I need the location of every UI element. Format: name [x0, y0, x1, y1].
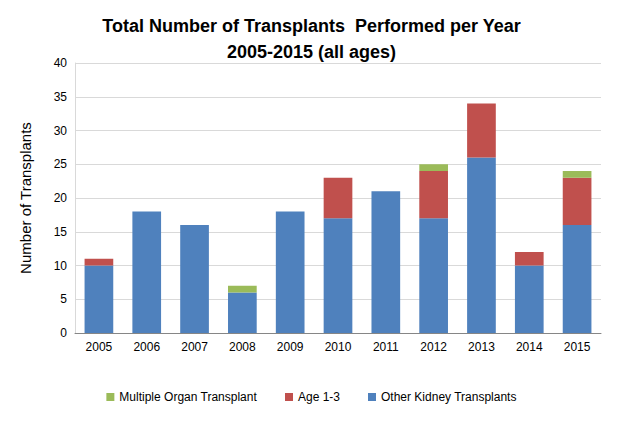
svg-text:2010: 2010: [325, 340, 352, 354]
svg-text:5: 5: [60, 292, 67, 306]
svg-text:2005: 2005: [86, 340, 113, 354]
svg-text:0: 0: [60, 326, 67, 340]
svg-text:2006: 2006: [133, 340, 160, 354]
svg-text:2013: 2013: [468, 340, 495, 354]
svg-text:2012: 2012: [420, 340, 447, 354]
svg-text:35: 35: [54, 90, 68, 104]
svg-text:15: 15: [54, 225, 68, 239]
svg-text:2009: 2009: [277, 340, 304, 354]
svg-text:Age 1-3: Age 1-3: [298, 390, 340, 404]
svg-text:2005-2015 (all ages): 2005-2015 (all ages): [227, 42, 396, 62]
svg-text:20: 20: [54, 191, 68, 205]
svg-text:Multiple Organ Transplant: Multiple Organ Transplant: [119, 390, 257, 404]
svg-text:2007: 2007: [181, 340, 208, 354]
svg-text:2015: 2015: [564, 340, 591, 354]
svg-text:2011: 2011: [373, 340, 399, 354]
svg-text:Number of Transplants: Number of Transplants: [17, 122, 34, 274]
svg-text:30: 30: [54, 124, 68, 138]
svg-text:40: 40: [54, 56, 68, 70]
svg-text:25: 25: [54, 157, 68, 171]
svg-text:Other Kidney Transplants: Other Kidney Transplants: [381, 390, 516, 404]
svg-text:Total Number of Transplants P: Total Number of Transplants Performed pe…: [102, 16, 520, 36]
svg-text:2008: 2008: [229, 340, 256, 354]
svg-text:2014: 2014: [516, 340, 543, 354]
svg-text:10: 10: [54, 259, 68, 273]
